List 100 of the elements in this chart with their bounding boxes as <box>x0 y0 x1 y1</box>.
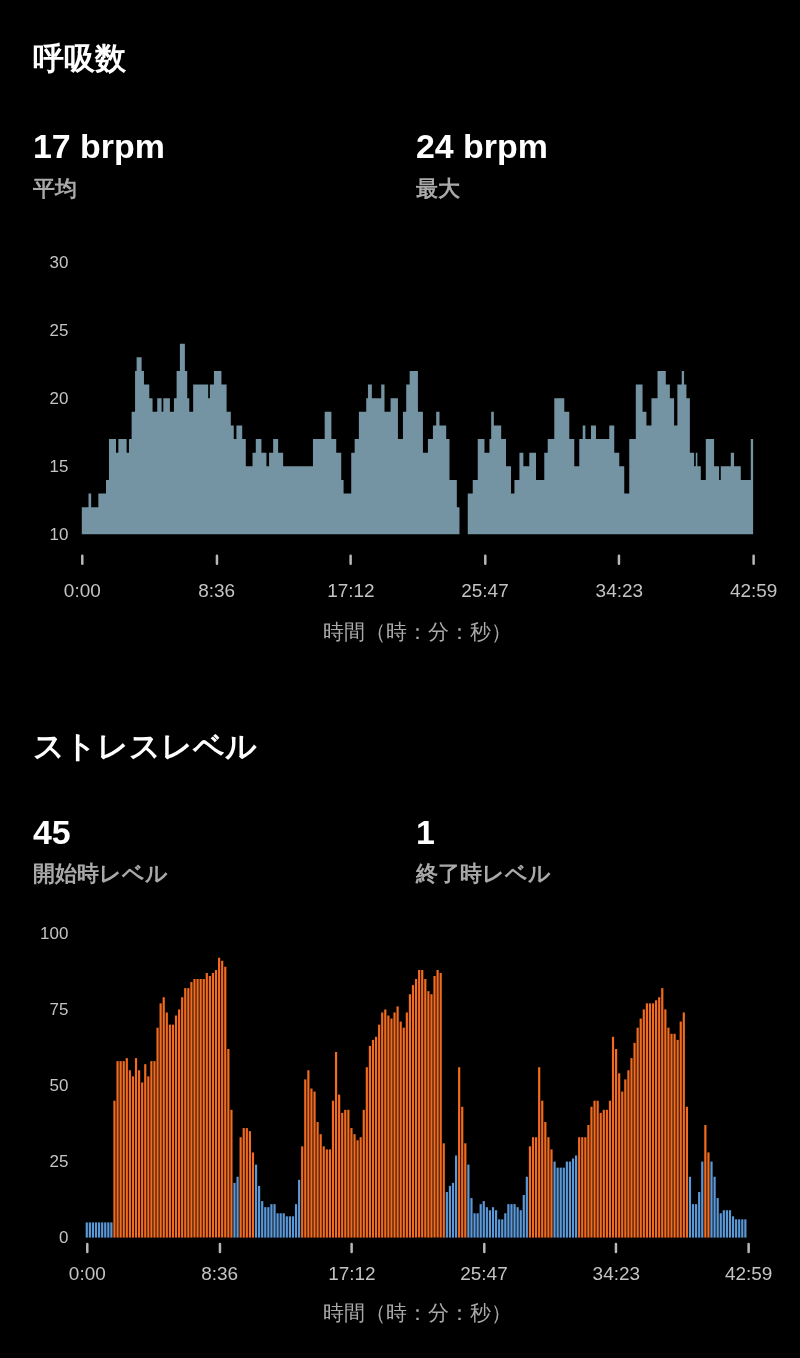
bar <box>491 1207 495 1238</box>
bar <box>190 982 193 1238</box>
bar <box>421 969 424 1238</box>
bar <box>655 1000 658 1238</box>
bar <box>101 1222 104 1238</box>
bar <box>482 1201 485 1238</box>
text: 終了時レベル <box>414 861 551 887</box>
text: 45 <box>32 812 71 851</box>
bar <box>507 1204 510 1238</box>
bar <box>578 1137 581 1238</box>
y-tick-label: 50 <box>49 1075 69 1095</box>
bar <box>538 1067 541 1238</box>
bar <box>744 1219 747 1238</box>
bar <box>568 1161 572 1238</box>
x-tick-label: 42:59 <box>729 579 778 601</box>
text: 24 brpm <box>415 127 548 166</box>
bar <box>602 1109 605 1238</box>
bar <box>513 1204 516 1238</box>
bar <box>458 1067 461 1238</box>
x-tick-label: 17:12 <box>328 1263 376 1284</box>
bar <box>119 1061 122 1238</box>
bar <box>107 1222 110 1238</box>
bar <box>285 1216 288 1238</box>
bar <box>245 1128 248 1238</box>
x-tick-label: 42:59 <box>724 1263 773 1284</box>
x-axis-title: 時間（時：分：秒） <box>323 619 513 643</box>
bar <box>104 1222 107 1238</box>
bar <box>125 1058 128 1238</box>
bar <box>270 1204 273 1238</box>
y-tick-label: 15 <box>49 456 69 476</box>
y-tick-label: 100 <box>40 923 69 943</box>
bar <box>196 979 199 1238</box>
bar <box>88 1222 91 1238</box>
text: 最大 <box>414 176 461 202</box>
bar <box>593 1100 596 1238</box>
bar <box>110 1222 113 1238</box>
y-tick-label: 30 <box>49 252 69 272</box>
bar <box>236 1176 239 1238</box>
bar <box>531 1137 535 1238</box>
bar <box>162 997 165 1238</box>
bar <box>516 1207 519 1238</box>
bar <box>396 1006 399 1238</box>
bar <box>581 1137 584 1238</box>
bar <box>559 1167 562 1238</box>
x-axis-title: 時間（時：分：秒） <box>323 1300 513 1324</box>
bar <box>728 1210 732 1238</box>
bar <box>494 1210 498 1238</box>
bar <box>611 1036 615 1238</box>
bar <box>645 1003 648 1238</box>
bar <box>85 1222 88 1238</box>
bar <box>273 1204 276 1238</box>
bar <box>313 1091 316 1238</box>
y-tick-label: 20 <box>49 388 69 408</box>
x-tick-label: 25:47 <box>460 1263 508 1284</box>
bar <box>116 1061 119 1238</box>
bar <box>91 1222 95 1238</box>
bar <box>242 1128 245 1238</box>
bar <box>298 1179 301 1238</box>
bar <box>122 1061 125 1238</box>
bar <box>384 1009 387 1238</box>
bar <box>98 1222 101 1238</box>
bar <box>571 1158 575 1238</box>
x-tick-label: 8:36 <box>201 1263 239 1284</box>
bar <box>704 1125 707 1238</box>
bar <box>710 1161 713 1238</box>
bar <box>199 979 202 1238</box>
text: 開始時レベル <box>32 861 168 887</box>
bar <box>682 1012 685 1238</box>
bar <box>307 1070 310 1238</box>
y-tick-label: 75 <box>49 999 69 1019</box>
bar <box>735 1219 738 1238</box>
bar <box>221 960 224 1238</box>
y-tick-label: 25 <box>49 320 69 340</box>
bar <box>448 1185 452 1238</box>
x-tick-label: 17:12 <box>327 579 375 601</box>
bar <box>205 972 208 1238</box>
bar <box>439 972 442 1238</box>
bar <box>371 1039 375 1238</box>
x-tick-label: 25:47 <box>461 579 509 601</box>
bar <box>279 1213 282 1238</box>
text: 平均 <box>31 176 77 202</box>
bar <box>436 969 439 1238</box>
bar <box>738 1219 741 1238</box>
bar <box>248 1131 251 1238</box>
bar <box>282 1213 285 1238</box>
y-tick-label: 0 <box>58 1228 69 1248</box>
bar <box>211 972 215 1238</box>
bar <box>381 1012 384 1238</box>
bar <box>596 1100 599 1238</box>
bar <box>193 979 196 1238</box>
text: 1 <box>415 812 435 851</box>
bar <box>334 1052 338 1238</box>
bar <box>94 1222 98 1238</box>
bar <box>525 1176 528 1238</box>
bar <box>347 1109 350 1238</box>
bar <box>150 1061 153 1238</box>
bar <box>553 1161 556 1238</box>
bar <box>288 1216 291 1238</box>
bar <box>741 1219 744 1238</box>
x-tick-label: 0:00 <box>63 579 101 601</box>
